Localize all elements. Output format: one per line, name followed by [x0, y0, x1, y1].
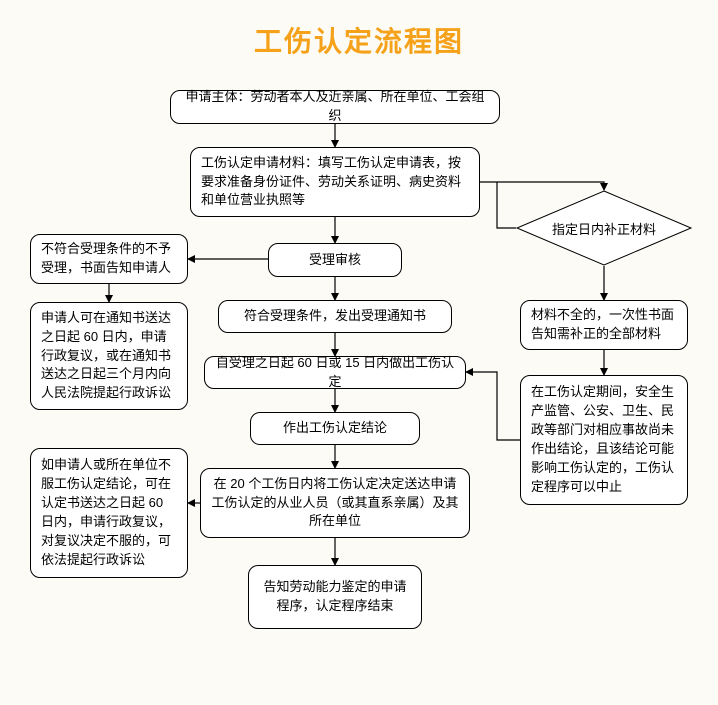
node-reject: 不符合受理条件的不予受理，书面告知申请人	[30, 234, 188, 284]
node-text: 符合受理条件，发出受理通知书	[229, 307, 441, 326]
node-supplement-notice: 材料不全的，一次性书面告知需补正的全部材料	[520, 300, 688, 350]
node-text: 作出工伤认定结论	[261, 419, 409, 438]
flowchart-canvas: 工伤认定流程图 申请主体：劳动者本人及近亲属、所在单位、工会组织 工伤认定申请材…	[0, 0, 718, 705]
node-appeal-reject: 申请人可在通知书送达之日起 60 日内，申请行政复议，或在通知书送达之日起三个月…	[30, 302, 188, 410]
node-end: 告知劳动能力鉴定的申请程序，认定程序结束	[248, 565, 422, 629]
node-text: 申请人可在通知书送达之日起 60 日内，申请行政复议，或在通知书送达之日起三个月…	[41, 309, 177, 403]
node-text: 在 20 个工伤日内将工伤认定决定送达申请工伤认定的从业人员（或其直系亲属）及其…	[211, 475, 459, 532]
node-diamond-supplement: 指定日内补正材料	[516, 190, 692, 266]
node-text: 工伤认定申请材料：填写工伤认定申请表，按要求准备身份证件、劳动关系证明、病史资料…	[201, 154, 469, 211]
chart-title: 工伤认定流程图	[0, 20, 718, 60]
node-text: 不符合受理条件的不予受理，书面告知申请人	[41, 240, 177, 278]
diamond-label: 指定日内补正材料	[552, 219, 656, 238]
node-materials: 工伤认定申请材料：填写工伤认定申请表，按要求准备身份证件、劳动关系证明、病史资料…	[190, 147, 480, 217]
node-text: 受理审核	[279, 251, 391, 270]
node-applicants: 申请主体：劳动者本人及近亲属、所在单位、工会组织	[170, 90, 500, 124]
node-conclusion: 作出工伤认定结论	[250, 412, 420, 445]
node-text: 申请主体：劳动者本人及近亲属、所在单位、工会组织	[181, 88, 489, 126]
node-text: 自受理之日起 60 日或 15 日内做出工伤认定	[215, 354, 455, 392]
node-text: 在工伤认定期间，安全生产监管、公安、卫生、民政等部门对相应事故尚未作出结论，且该…	[531, 383, 677, 496]
node-text: 材料不全的，一次性书面告知需补正的全部材料	[531, 306, 677, 344]
chart-title-text: 工伤认定流程图	[254, 26, 464, 57]
node-text: 如申请人或所在单位不服工伤认定结论，可在认定书送达之日起 60 日内，申请行政复…	[41, 456, 177, 569]
node-review: 受理审核	[268, 243, 402, 277]
node-suspend: 在工伤认定期间，安全生产监管、公安、卫生、民政等部门对相应事故尚未作出结论，且该…	[520, 375, 688, 505]
node-decision-deadline: 自受理之日起 60 日或 15 日内做出工伤认定	[204, 356, 466, 389]
node-accept-notice: 符合受理条件，发出受理通知书	[218, 300, 452, 333]
node-appeal-conclusion: 如申请人或所在单位不服工伤认定结论，可在认定书送达之日起 60 日内，申请行政复…	[30, 448, 188, 578]
node-text: 告知劳动能力鉴定的申请程序，认定程序结束	[259, 578, 411, 616]
node-deliver-decision: 在 20 个工伤日内将工伤认定决定送达申请工伤认定的从业人员（或其直系亲属）及其…	[200, 468, 470, 538]
